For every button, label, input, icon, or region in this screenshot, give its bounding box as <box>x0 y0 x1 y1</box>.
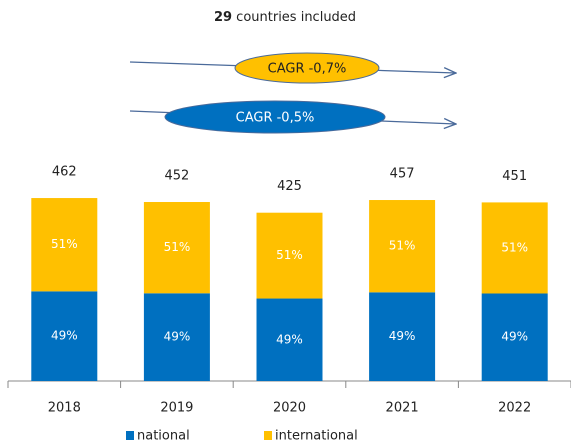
total-label: 457 <box>390 167 415 182</box>
segment-label: 51% <box>164 240 191 254</box>
bar-segment <box>143 293 210 381</box>
total-label: 425 <box>277 179 302 194</box>
cagr-label: CAGR -0,5% <box>236 111 315 126</box>
title-count: 29 <box>214 10 232 25</box>
total-label: 451 <box>502 169 527 184</box>
legend-swatch <box>126 431 134 440</box>
bar-segment <box>481 202 548 294</box>
legend-label: national <box>137 429 190 444</box>
bar-segment <box>31 291 98 381</box>
cagr-ellipse <box>164 100 386 134</box>
legend-label: international <box>275 429 358 444</box>
segment-label: 51% <box>276 248 303 262</box>
segment-label: 49% <box>389 329 416 343</box>
bar-segment <box>481 293 548 381</box>
cagr-label: CAGR -0,7% <box>268 62 347 77</box>
segment-label: 51% <box>501 240 528 254</box>
x-tick-label: 2022 <box>498 401 531 416</box>
segment-label: 49% <box>276 332 303 346</box>
x-tick-label: 2019 <box>160 401 193 416</box>
title-text: countries included <box>236 10 356 25</box>
segment-label: 49% <box>501 330 528 344</box>
chart-title: 29 countries included <box>214 10 356 25</box>
bar-segment <box>369 200 436 293</box>
total-label: 452 <box>164 169 189 184</box>
total-label: 462 <box>52 165 77 180</box>
segment-label: 51% <box>51 237 78 251</box>
bar-segment <box>31 198 98 292</box>
cagr-ellipse <box>234 52 380 84</box>
bar-segment <box>256 298 323 381</box>
segment-label: 51% <box>389 239 416 253</box>
segment-label: 49% <box>51 329 78 343</box>
bar-segment <box>256 212 323 299</box>
bar-segment <box>369 292 436 381</box>
segment-label: 49% <box>164 330 191 344</box>
x-tick-label: 2021 <box>386 401 419 416</box>
x-tick-label: 2018 <box>48 401 81 416</box>
legend-swatch <box>264 431 272 440</box>
bar-segment <box>143 202 210 294</box>
x-tick-label: 2020 <box>273 401 306 416</box>
